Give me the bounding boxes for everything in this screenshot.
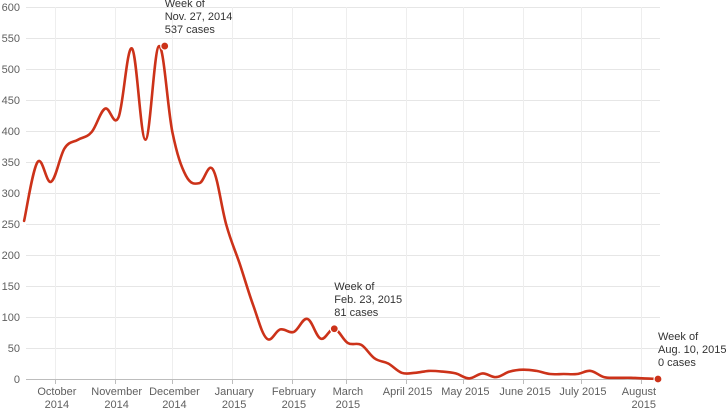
x-tick-label: April 2015 [383,386,433,398]
x-tick-label-line1: December [149,386,200,398]
x-tick-label-line1: April 2015 [383,386,433,398]
y-tick-label: 250 [2,219,20,231]
x-tick-label: October 2014 [37,386,76,409]
x-tick-label-line2: 2015 [632,399,656,409]
annotation-marker [329,324,339,334]
cases-series-line [22,44,660,381]
y-tick-label: 200 [2,250,20,262]
annotation-line3: 0 cases [658,357,696,369]
x-tick-label-line1: February [272,386,317,398]
x-tick-label-line1: November [91,386,142,398]
annotation-marker [653,374,663,384]
x-tick-label-line1: June 2015 [499,386,550,398]
annotation-label: Week of Feb. 23, 2015 81 cases [334,281,402,319]
x-tick-label-line1: January [215,386,255,398]
series-layer [22,44,660,381]
annotation-label: Week of Aug. 10, 2015 0 cases [658,331,726,369]
x-tick-label: November 2014 [91,386,142,409]
y-tick-label: 100 [2,312,20,324]
x-tick-label: July 2015 [559,386,606,398]
y-tick-label: 500 [2,64,20,76]
annotation-line2: Nov. 27, 2014 [165,11,233,23]
y-tick-label: 600 [2,2,20,14]
annotation-line2: Feb. 23, 2015 [334,294,402,306]
x-tick-label-line1: August [622,386,656,398]
annotation-line1: Week of [334,281,375,293]
x-tick-label-line2: 2014 [104,399,128,409]
y-axis-ticks: 0 50 100 150 200 250 300 350 400 450 500 550 600 [2,2,20,386]
annotation-line1: Week of [658,331,699,343]
y-tick-label: 50 [8,343,20,355]
y-tick-label: 400 [2,126,20,138]
x-tick-label: December 2014 [149,386,200,409]
x-tick-label: March 2015 [333,386,364,409]
y-tick-label: 150 [2,281,20,293]
annotation-marker [160,41,170,51]
x-tick-label: August 2015 [622,386,656,409]
y-tick-label: 350 [2,157,20,169]
annotation-line1: Week of [165,0,206,10]
x-tick-label-line2: 2015 [336,399,360,409]
x-tick-label: February 2015 [272,386,317,409]
x-tick-label-line1: May 2015 [441,386,489,398]
annotation-label: Week of Nov. 27, 2014 537 cases [165,0,233,36]
x-tick-label-line2: 2014 [162,399,186,409]
annotation-line3: 537 cases [165,24,216,36]
x-tick-label-line2: 2014 [45,399,69,409]
x-tick-label: June 2015 [499,386,550,398]
y-tick-label: 450 [2,95,20,107]
annotation-line2: Aug. 10, 2015 [658,344,726,356]
x-tick-label-line1: March [333,386,364,398]
annotation-line3: 81 cases [334,307,379,319]
y-tick-label: 300 [2,188,20,200]
x-tick-label-line2: 2015 [222,399,246,409]
x-tick-label-line1: July 2015 [559,386,606,398]
y-tick-label: 0 [14,374,20,386]
x-tick-label-line2: 2015 [282,399,306,409]
x-tick-label-line1: October [37,386,76,398]
x-tick-label: May 2015 [441,386,489,398]
y-tick-label: 550 [2,33,20,45]
x-tick-label: January 2015 [215,386,255,409]
gridlines [26,7,660,379]
